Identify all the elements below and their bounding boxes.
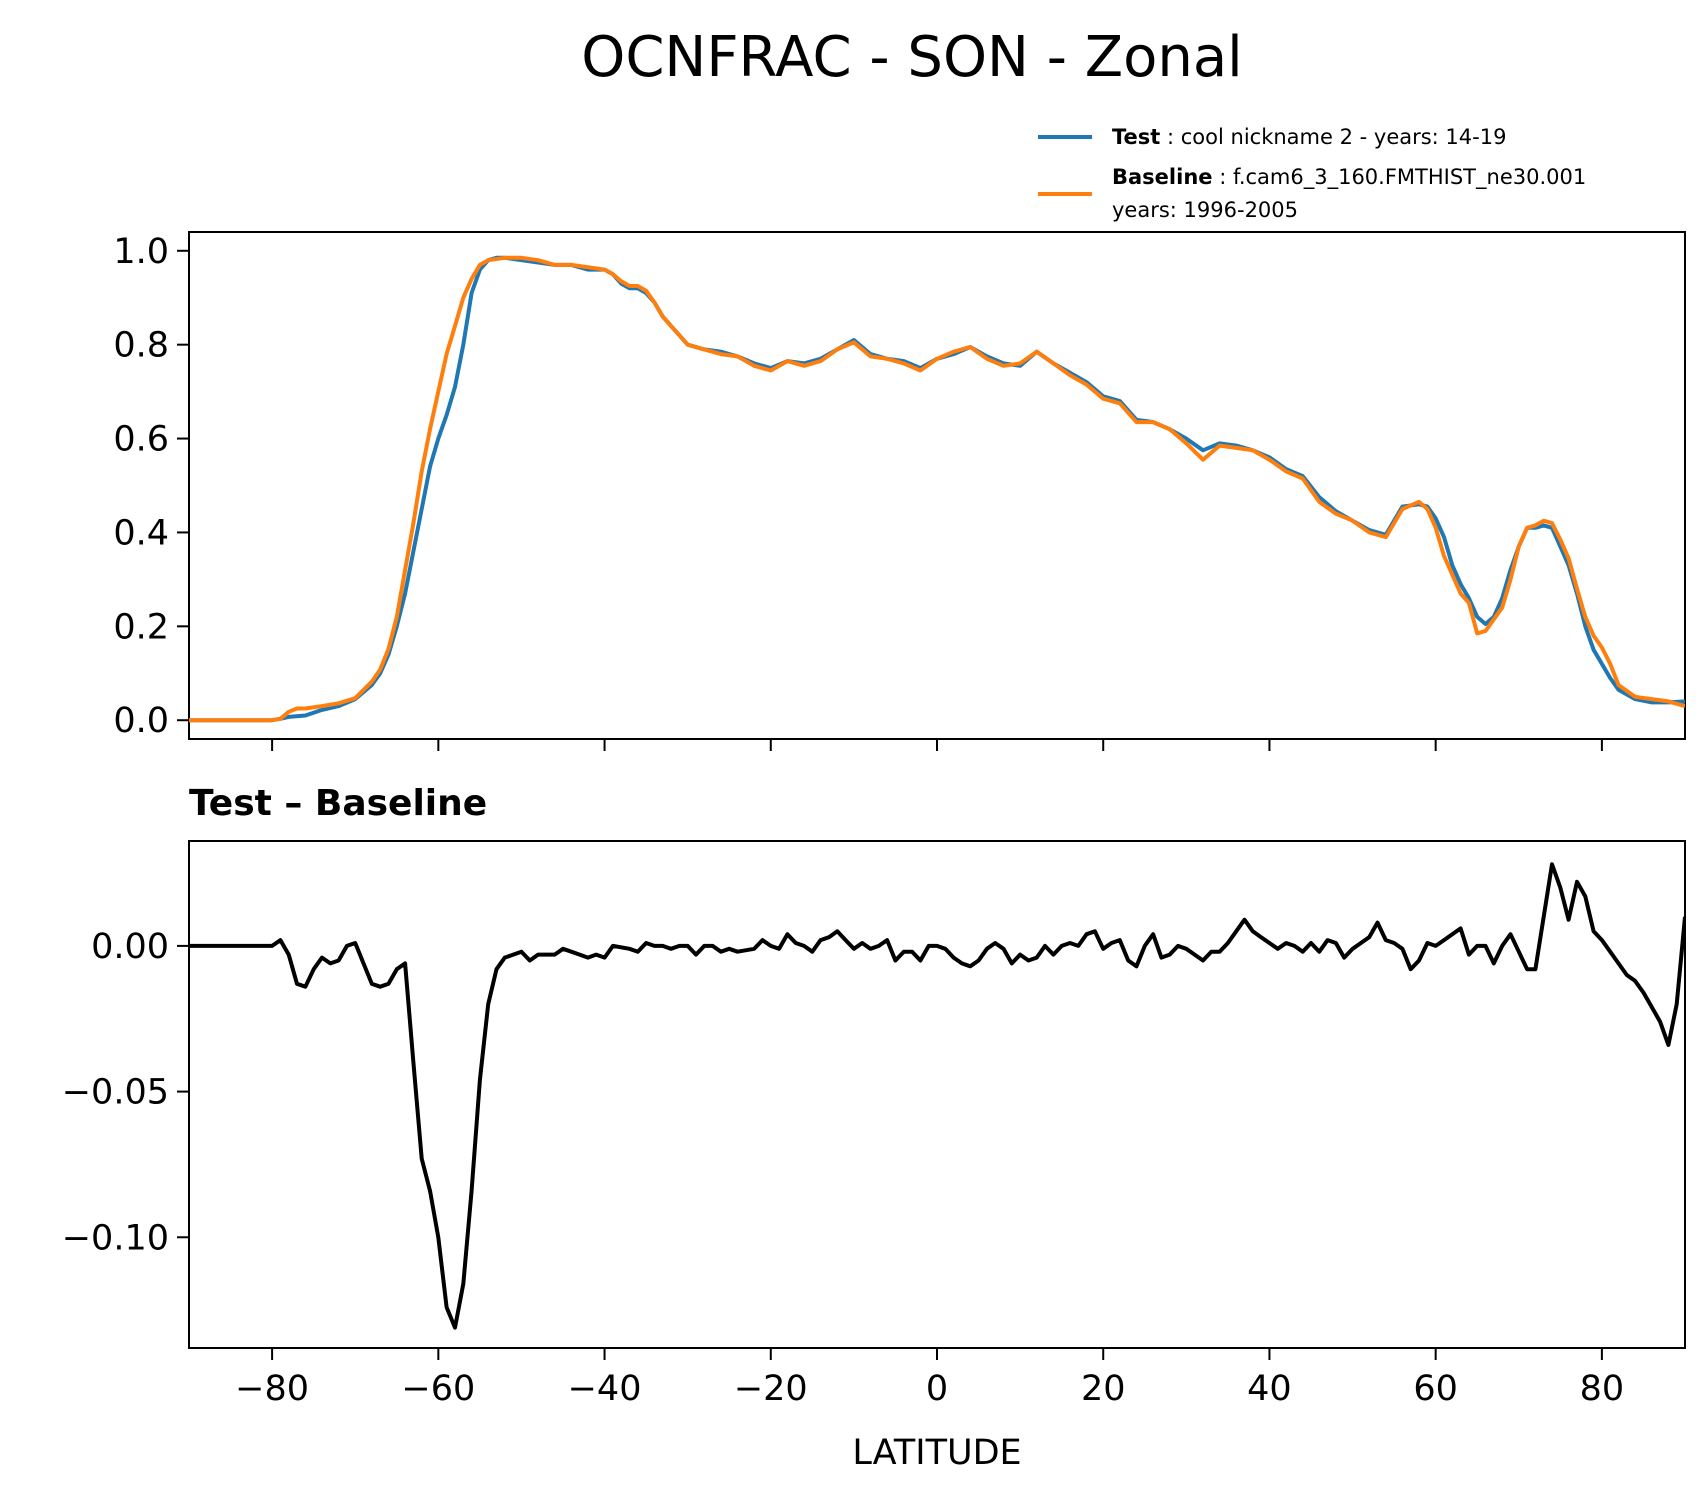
legend-baseline-desc: f.cam6_3_160.FMTHIST_ne30.001 bbox=[1233, 165, 1586, 190]
legend: Test : cool nickname 2 - years: 14-19 Ba… bbox=[1038, 125, 1586, 222]
y-tick-label: 1.0 bbox=[113, 232, 169, 272]
legend-baseline-years: years: 1996-2005 bbox=[1112, 198, 1298, 222]
legend-baseline-name: Baseline bbox=[1112, 165, 1213, 189]
series-line-baseline bbox=[189, 255, 1685, 723]
x-tick-label: −20 bbox=[734, 1369, 808, 1409]
y-tick-label: 0.00 bbox=[91, 927, 169, 967]
figure-title: OCNFRAC - SON - Zonal bbox=[581, 25, 1242, 90]
series-line-test bbox=[189, 255, 1685, 723]
x-tick-label: −60 bbox=[401, 1369, 475, 1409]
x-axis-label: LATITUDE bbox=[852, 1433, 1021, 1473]
x-tick-label: 20 bbox=[1081, 1369, 1126, 1409]
top-axes-series bbox=[189, 255, 1685, 723]
x-tick-label: 40 bbox=[1247, 1369, 1292, 1409]
x-tick-label: −40 bbox=[568, 1369, 642, 1409]
y-tick-label: 0.4 bbox=[113, 513, 169, 553]
y-tick-label: 0.8 bbox=[113, 326, 169, 366]
difference-panel-title: Test – Baseline bbox=[189, 783, 487, 824]
legend-baseline-label: Baseline : f.cam6_3_160.FMTHIST_ne30.001 bbox=[1112, 165, 1586, 190]
y-tick-label: 0.2 bbox=[113, 607, 169, 647]
y-tick-label: −0.05 bbox=[62, 1073, 169, 1113]
bottom-axes-series bbox=[189, 862, 1685, 1330]
y-tick-label: 0.6 bbox=[113, 420, 169, 460]
y-tick-label: 0.0 bbox=[113, 701, 169, 741]
x-tick-label: 60 bbox=[1413, 1369, 1458, 1409]
x-tick-label: −80 bbox=[235, 1369, 309, 1409]
y-tick-label: −0.10 bbox=[62, 1218, 169, 1258]
bottom-axes-ticks: −80 −60 −40 −20 0 20 40 60 80 0.00 −0.05 −0.10 bbox=[62, 927, 1624, 1409]
legend-test-desc: cool nickname 2 - years: 14-19 bbox=[1181, 125, 1507, 149]
legend-test-name: Test bbox=[1112, 125, 1160, 149]
top-axes-ticks: 0.0 0.2 0.4 0.6 0.8 1.0 bbox=[113, 232, 1603, 751]
x-tick-label: 80 bbox=[1580, 1369, 1625, 1409]
legend-test-label: Test : cool nickname 2 - years: 14-19 bbox=[1112, 125, 1506, 149]
x-tick-label: 0 bbox=[926, 1369, 948, 1409]
series-line-test-baseline bbox=[189, 862, 1685, 1330]
top-axes: 0.0 0.2 0.4 0.6 0.8 1.0 bbox=[113, 231, 1686, 751]
bottom-axes: −80 −60 −40 −20 0 20 40 60 80 0.00 −0.05 −0.10 bbox=[62, 840, 1686, 1409]
